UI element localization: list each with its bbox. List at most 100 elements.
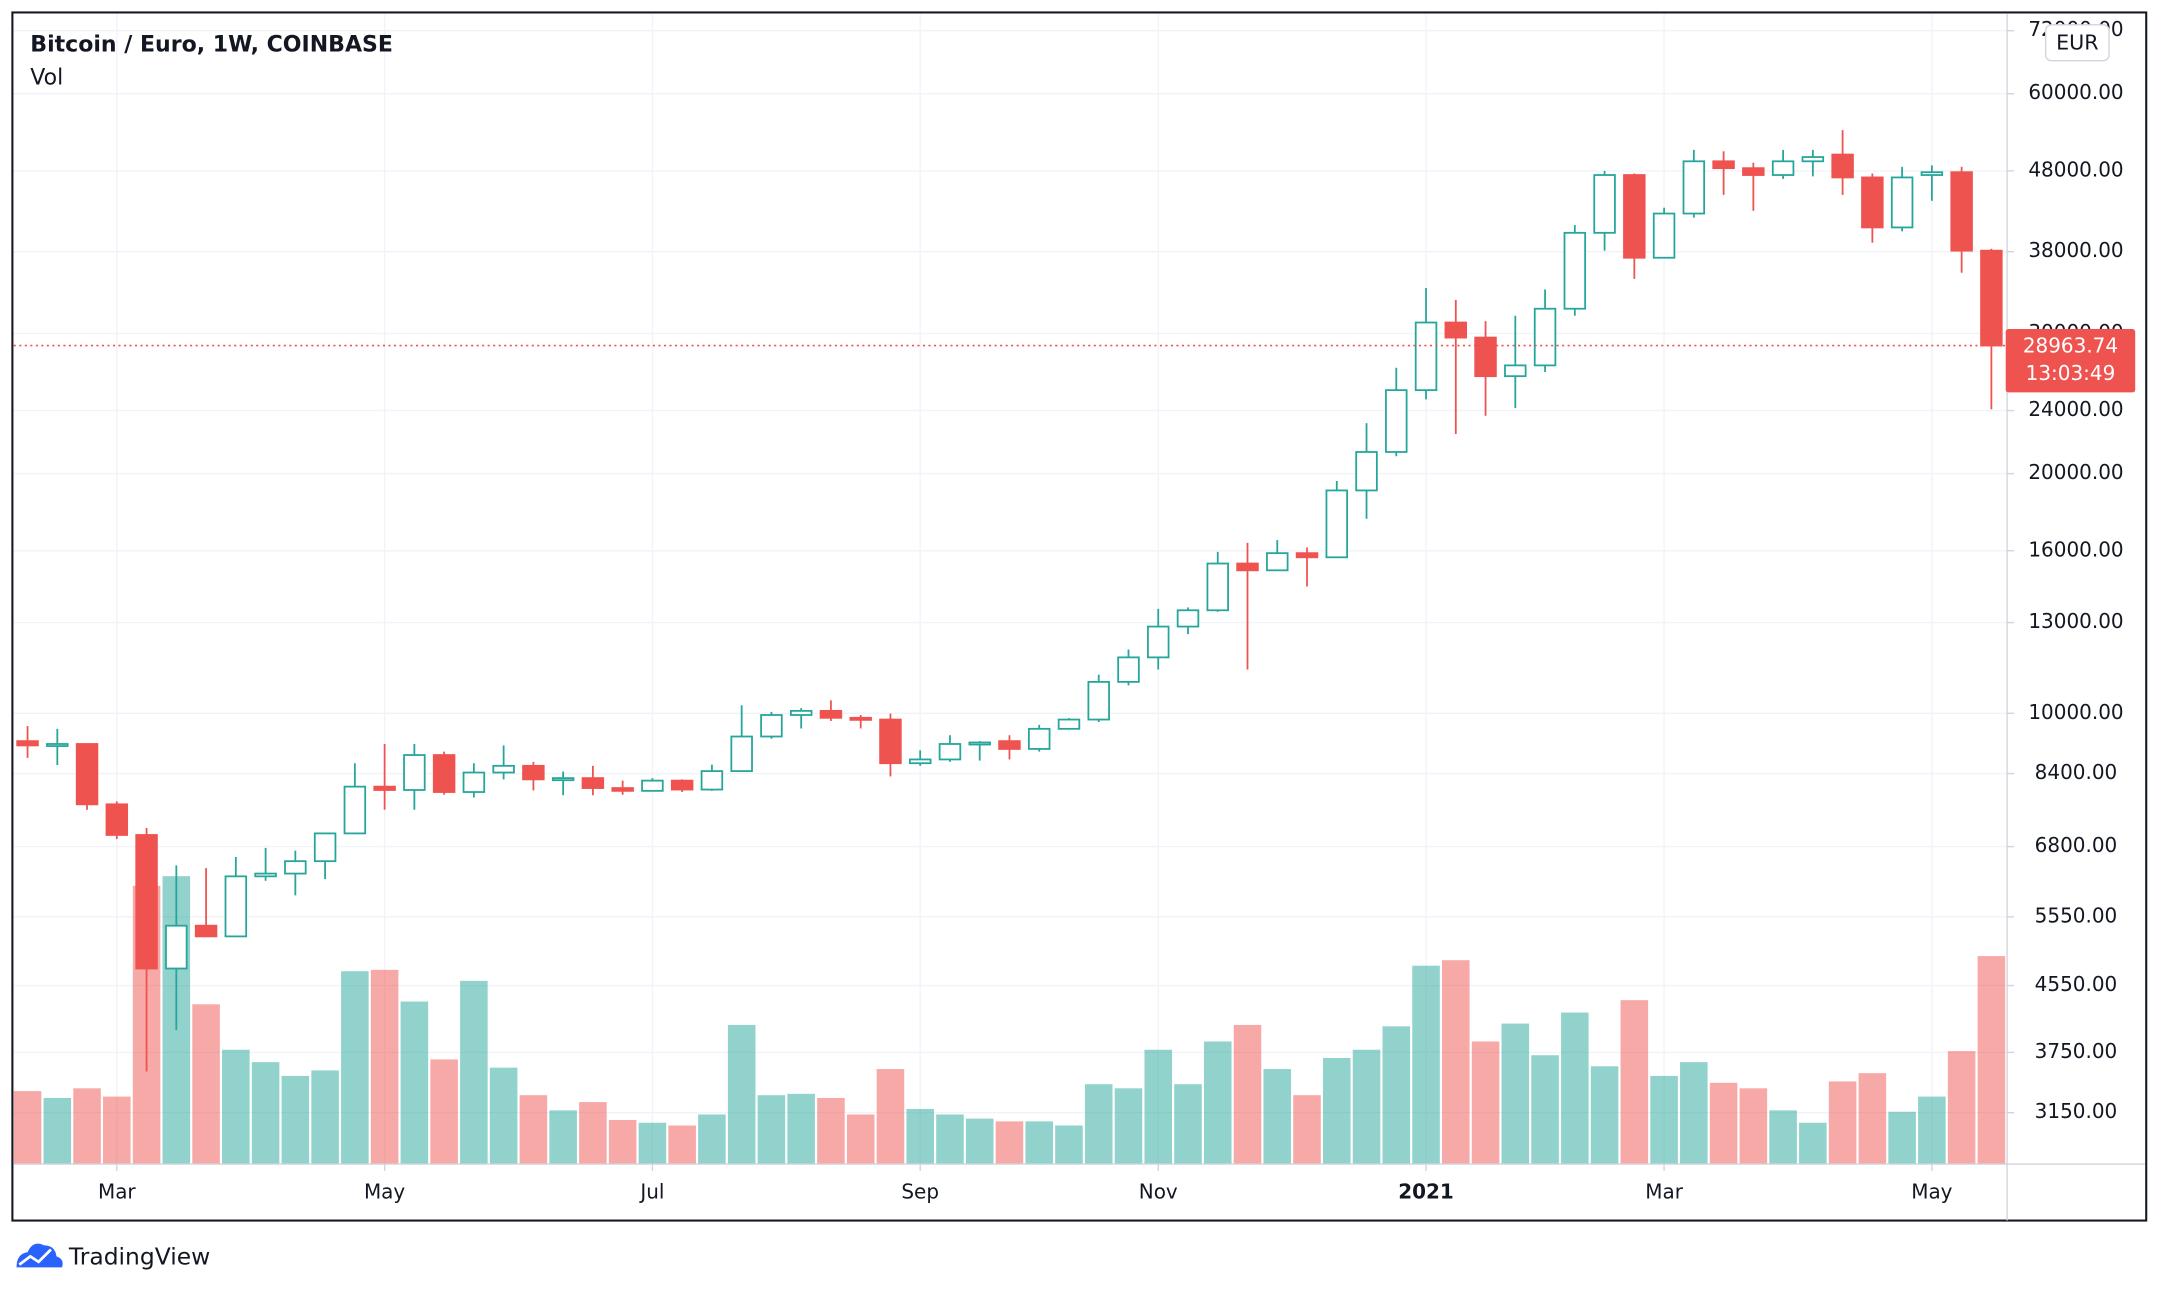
candle-body <box>1266 552 1289 572</box>
candle-body <box>1920 171 1944 176</box>
candle-body <box>1057 718 1081 730</box>
x-tick-label: May <box>1911 1180 1952 1204</box>
price-tag-value: 28963.74 <box>2023 333 2118 357</box>
candle-body <box>313 832 337 863</box>
candle-body <box>46 743 69 747</box>
candle-body <box>16 740 39 747</box>
volume-bar <box>846 1114 875 1165</box>
volume-bar <box>370 969 399 1165</box>
volume-bar <box>579 1102 607 1165</box>
y-tick-label: 3150.00 <box>2035 1099 2118 1123</box>
candle-body <box>1712 160 1735 170</box>
candle-body <box>938 743 962 761</box>
candle-body <box>165 924 188 970</box>
volume-bar <box>668 1125 696 1165</box>
volume-bar <box>727 1024 756 1165</box>
volume-bar <box>1084 1084 1113 1165</box>
volume-bar <box>936 1114 964 1165</box>
candle-body <box>1771 160 1795 176</box>
volume-bar <box>1203 1041 1232 1165</box>
candle-body <box>1593 174 1616 234</box>
candle-body <box>403 754 426 791</box>
candle-body <box>879 718 902 765</box>
candle-body <box>254 872 277 878</box>
chart-title: Bitcoin / Euro, 1W, COINBASE <box>30 33 393 58</box>
volume-bar <box>965 1118 994 1165</box>
volume-bar <box>787 1093 815 1165</box>
x-tick-label: 2021 <box>1398 1180 1454 1204</box>
candle-body <box>135 834 158 970</box>
candle-body <box>819 709 843 719</box>
y-tick-label: 38000.00 <box>2028 238 2123 262</box>
volume-bar <box>1858 1073 1887 1165</box>
logo-line <box>18 1248 52 1266</box>
price-tag-box <box>2005 329 2136 393</box>
y-tick-label: 4550.00 <box>2035 972 2118 996</box>
y-tick-label: 10000.00 <box>2028 700 2123 724</box>
candle-body <box>1176 609 1200 628</box>
volume-bar <box>1412 965 1440 1165</box>
y-tick-label: 48000.00 <box>2028 157 2123 181</box>
candle-body <box>1980 249 2003 347</box>
volume-bar <box>251 1062 280 1165</box>
candle-body <box>1385 389 1408 453</box>
volume-bar <box>43 1097 72 1165</box>
y-tick-label: 16000.00 <box>2028 537 2123 561</box>
currency-label[interactable]: EUR <box>2056 30 2099 54</box>
volume-bar <box>1055 1125 1083 1165</box>
candle-body <box>1236 562 1259 572</box>
volume-pane <box>13 876 2006 1165</box>
volume-bar <box>1382 1026 1411 1165</box>
volume-bar <box>1977 956 2006 1165</box>
volume-bar <box>1501 1023 1530 1165</box>
candle-body <box>105 803 129 836</box>
volume-bar <box>698 1114 726 1165</box>
candle-body <box>1087 680 1110 721</box>
volume-bar <box>1025 1121 1053 1165</box>
candle-body <box>789 709 813 716</box>
candle-body <box>1742 167 1765 176</box>
candle-body <box>224 875 248 938</box>
volume-bar <box>400 1001 429 1165</box>
volume-bar <box>192 1004 220 1165</box>
candle-body <box>1027 727 1051 750</box>
candle-body <box>551 777 575 782</box>
candle-body <box>1117 656 1140 683</box>
candle-body <box>968 741 991 746</box>
candle-body <box>849 716 872 721</box>
candle-body <box>1890 176 1914 229</box>
volume-bar <box>1233 1024 1262 1165</box>
volume-bar <box>876 1069 905 1165</box>
candle-body <box>700 770 724 791</box>
x-tick-label: Mar <box>1645 1180 1683 1204</box>
candle-body <box>1325 489 1349 559</box>
x-tick-label: May <box>364 1180 405 1204</box>
volume-bar <box>73 1088 101 1165</box>
candle-body <box>462 771 486 793</box>
candle-body <box>581 777 605 789</box>
brand-logo: TradingView <box>16 1242 210 1270</box>
volume-bar <box>222 1049 250 1165</box>
volume-bar <box>1174 1084 1202 1165</box>
volume-bar <box>1114 1088 1143 1165</box>
volume-bar <box>906 1108 934 1165</box>
volume-bar <box>1531 1055 1559 1165</box>
volume-bar <box>1918 1096 1946 1165</box>
volume-bar <box>1947 1051 1976 1165</box>
candle-body <box>1355 451 1378 492</box>
candle-body <box>1147 625 1170 659</box>
volume-bar <box>1769 1110 1797 1165</box>
currency-button[interactable] <box>2044 24 2110 62</box>
candle-body <box>522 764 545 781</box>
candle-body <box>1414 321 1438 392</box>
logo-cloud <box>16 1243 63 1268</box>
volume-bar <box>1680 1062 1708 1165</box>
volume-bar <box>460 980 488 1165</box>
x-tick-label: Sep <box>901 1180 939 1204</box>
volume-bar <box>103 1096 131 1165</box>
candle-body <box>1474 336 1497 378</box>
candle-body <box>1861 176 1884 229</box>
volume-bar <box>1561 1012 1589 1165</box>
price-tag: 28963.74 13:03:49 <box>2005 329 2136 393</box>
